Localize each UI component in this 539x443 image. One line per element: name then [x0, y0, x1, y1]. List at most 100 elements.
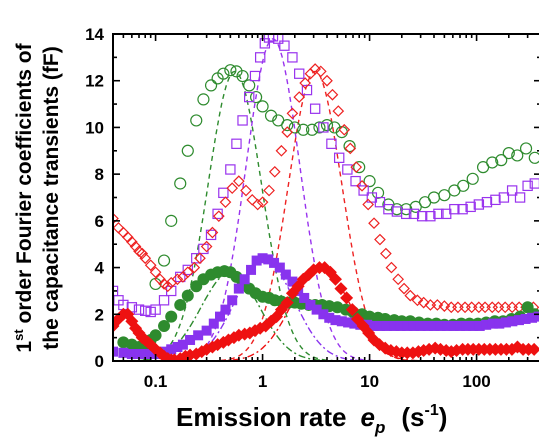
data-point — [529, 178, 539, 189]
data-point — [408, 208, 420, 220]
data-point — [206, 226, 219, 239]
data-point — [326, 138, 337, 149]
data-point — [350, 175, 361, 187]
data-point — [502, 147, 515, 160]
y-axis-title: 1st order Fourier coefficients of the ca… — [11, 42, 63, 352]
data-point — [157, 254, 171, 267]
data-point — [246, 264, 257, 275]
data-point — [402, 320, 413, 331]
x-tick-label: 10 — [360, 372, 379, 391]
data-point — [522, 180, 533, 192]
data-point — [177, 339, 188, 350]
data-point — [250, 90, 263, 104]
data-point — [500, 317, 511, 328]
x-tick-label: 0.1 — [144, 372, 168, 391]
data-point — [465, 301, 478, 314]
y-tick-label: 14 — [85, 25, 104, 44]
data-point — [427, 191, 441, 204]
data-point — [281, 118, 294, 132]
data-point — [320, 118, 334, 132]
data-point — [251, 198, 264, 211]
data-point — [473, 199, 485, 210]
data-point — [181, 144, 194, 157]
data-point — [280, 296, 294, 310]
data-point — [144, 259, 157, 272]
data-point — [343, 317, 354, 328]
data-point — [268, 165, 281, 178]
data-point — [349, 318, 360, 329]
data-point — [314, 65, 327, 78]
data-point — [263, 184, 275, 197]
data-point — [236, 69, 249, 83]
y-tick-label: 10 — [85, 118, 104, 137]
data-point — [398, 282, 410, 295]
data-point — [150, 304, 161, 315]
data-point — [212, 210, 225, 223]
y-tick-label: 12 — [85, 72, 104, 91]
tick-labels: 0 2 4 6 8 10 12 14 0.1 1 10 100 — [85, 25, 491, 391]
data-point — [200, 240, 213, 253]
data-point — [449, 203, 460, 215]
data-point — [280, 269, 291, 280]
data-point — [158, 295, 170, 306]
data-point — [330, 315, 341, 326]
data-point — [472, 301, 485, 314]
data-point — [293, 91, 306, 103]
data-point — [267, 34, 279, 42]
data-point — [149, 266, 162, 279]
data-point — [442, 320, 453, 331]
data-point — [474, 320, 485, 331]
data-point — [368, 217, 380, 230]
data-point — [416, 210, 428, 222]
data-point — [251, 255, 262, 266]
data-point — [287, 276, 298, 287]
y-tick-label: 6 — [95, 212, 104, 231]
data-point — [433, 208, 444, 220]
data-point — [374, 196, 386, 208]
data-point — [465, 201, 476, 213]
axis-ticks — [112, 33, 539, 362]
data-point — [338, 123, 351, 136]
data-point — [495, 154, 508, 167]
data-point — [527, 342, 539, 356]
data-point — [185, 334, 196, 345]
data-point — [113, 212, 119, 225]
data-point — [226, 182, 239, 195]
x-axis-title: Emission rate ep (s-1) — [176, 402, 447, 437]
data-point — [425, 210, 436, 222]
data-point — [328, 272, 342, 286]
fit-curve — [113, 70, 539, 361]
data-point — [309, 63, 322, 75]
data-point — [519, 142, 533, 155]
data-point — [369, 320, 380, 331]
data-point — [140, 348, 151, 359]
data-point — [246, 193, 259, 206]
data-point — [490, 194, 501, 206]
data-point — [118, 347, 129, 358]
data-point — [279, 40, 290, 51]
data-point — [220, 304, 231, 315]
data-point — [514, 192, 526, 203]
data-point — [461, 320, 472, 331]
data-point — [232, 175, 245, 187]
data-point — [309, 103, 321, 114]
data-point — [299, 292, 310, 303]
data-point — [392, 273, 405, 286]
data-point — [438, 189, 451, 202]
data-point — [353, 161, 366, 174]
data-point — [486, 156, 499, 169]
data-point — [275, 144, 288, 157]
y-tick-label: 8 — [95, 165, 104, 184]
data-point — [326, 88, 339, 101]
data-point — [257, 253, 268, 264]
data-point — [140, 305, 151, 316]
data-point — [305, 123, 319, 136]
data-point — [194, 252, 206, 265]
data-point — [181, 266, 194, 279]
data-point — [299, 77, 312, 89]
data-point — [158, 319, 171, 332]
data-point — [288, 121, 301, 134]
y-tick-label: 0 — [95, 352, 104, 371]
x-tick-label: 100 — [462, 372, 490, 391]
